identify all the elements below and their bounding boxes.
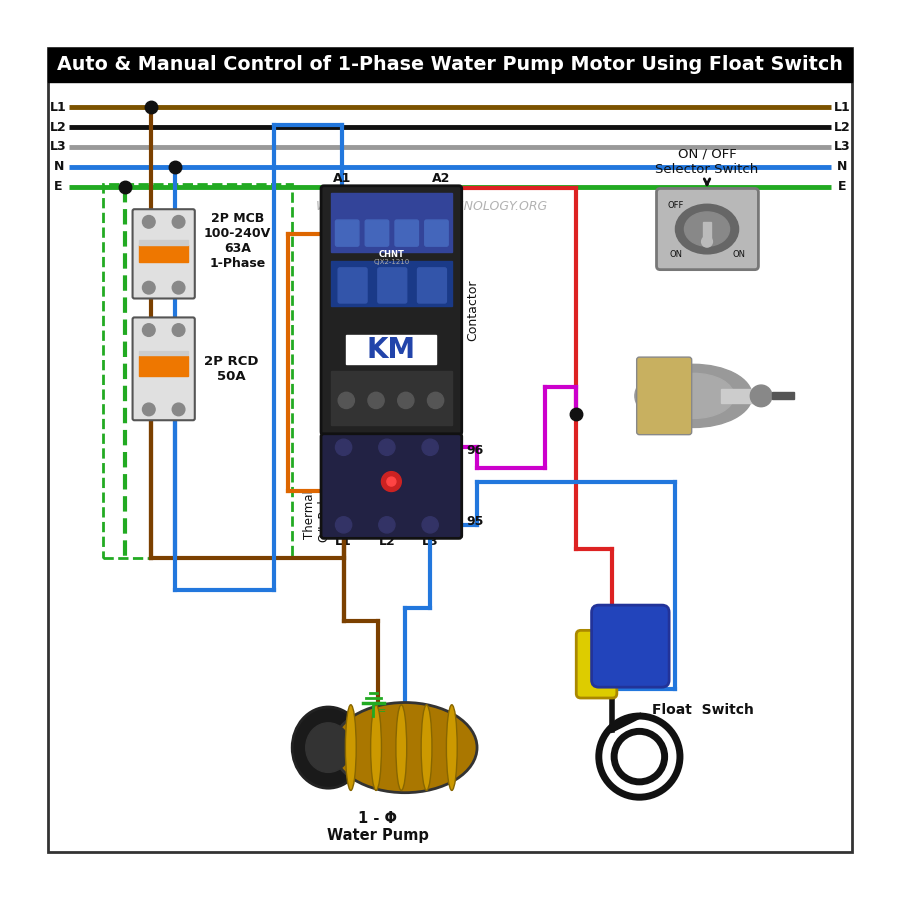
Text: KM: KM (367, 336, 416, 364)
Bar (331, 261, 452, 306)
Text: OFF: OFF (667, 201, 684, 210)
FancyBboxPatch shape (576, 630, 616, 698)
Text: ON: ON (669, 250, 682, 259)
Text: Contactor: Contactor (466, 280, 479, 341)
Circle shape (751, 385, 772, 407)
Text: L2: L2 (834, 121, 850, 134)
Circle shape (398, 392, 414, 409)
Text: 1 - Φ
Water Pump: 1 - Φ Water Pump (327, 811, 428, 843)
Circle shape (379, 439, 395, 455)
Circle shape (382, 472, 401, 491)
Ellipse shape (292, 707, 364, 788)
Circle shape (422, 517, 438, 533)
Ellipse shape (634, 364, 752, 427)
Ellipse shape (652, 374, 734, 419)
FancyBboxPatch shape (656, 188, 759, 270)
Text: L3: L3 (422, 535, 438, 548)
Ellipse shape (421, 705, 432, 790)
FancyBboxPatch shape (321, 185, 462, 435)
Text: N: N (837, 160, 848, 174)
Circle shape (142, 282, 155, 294)
Ellipse shape (676, 204, 739, 254)
Text: A1: A1 (333, 172, 351, 184)
Ellipse shape (371, 705, 382, 790)
Bar (772, 392, 795, 400)
Ellipse shape (685, 212, 730, 247)
Text: E: E (54, 180, 63, 194)
FancyBboxPatch shape (365, 220, 389, 247)
FancyBboxPatch shape (338, 268, 367, 303)
FancyBboxPatch shape (418, 268, 446, 303)
Circle shape (172, 215, 184, 229)
Text: L3: L3 (50, 140, 67, 154)
Text: Thermal
O/L Relay: Thermal O/L Relay (302, 486, 330, 542)
Text: 2P RCD
50A: 2P RCD 50A (203, 355, 258, 382)
Text: L1: L1 (834, 101, 850, 113)
Bar (139, 240, 188, 246)
Text: ON / OFF
Selector Switch: ON / OFF Selector Switch (655, 148, 759, 176)
Bar (346, 336, 436, 364)
Circle shape (142, 215, 155, 229)
Text: 95: 95 (466, 516, 483, 528)
Text: 96: 96 (466, 444, 483, 456)
Text: L2: L2 (50, 121, 67, 134)
Bar (331, 371, 452, 425)
Circle shape (142, 403, 155, 416)
Circle shape (172, 403, 184, 416)
Text: 2P MCB
100-240V
63A
1-Phase: 2P MCB 100-240V 63A 1-Phase (203, 212, 271, 270)
Bar (721, 389, 761, 403)
FancyBboxPatch shape (132, 318, 194, 420)
Bar (139, 351, 188, 356)
Circle shape (428, 392, 444, 409)
Text: N: N (53, 160, 64, 174)
Bar (331, 193, 452, 252)
Circle shape (336, 439, 352, 455)
FancyBboxPatch shape (395, 220, 419, 247)
Text: =: = (378, 706, 386, 716)
FancyBboxPatch shape (378, 268, 407, 303)
Bar (704, 221, 711, 242)
Ellipse shape (396, 705, 407, 790)
FancyBboxPatch shape (321, 434, 462, 538)
Circle shape (172, 282, 184, 294)
Text: WWW.ELECTRICALTECHNOLOGY.ORG: WWW.ELECTRICALTECHNOLOGY.ORG (316, 200, 548, 213)
Bar (139, 246, 188, 262)
Circle shape (702, 237, 713, 248)
FancyBboxPatch shape (132, 209, 194, 299)
Ellipse shape (346, 705, 356, 790)
Text: ON: ON (733, 250, 746, 259)
Circle shape (336, 517, 352, 533)
Text: L1: L1 (335, 535, 352, 548)
Text: Auto & Manual Control of 1-Phase Water Pump Motor Using Float Switch: Auto & Manual Control of 1-Phase Water P… (57, 56, 843, 75)
Circle shape (422, 439, 438, 455)
Ellipse shape (306, 723, 351, 772)
Bar (139, 356, 188, 376)
FancyBboxPatch shape (591, 605, 669, 688)
Text: CHNT: CHNT (378, 250, 404, 259)
Circle shape (338, 392, 355, 409)
Bar (103, 184, 292, 558)
FancyBboxPatch shape (425, 220, 448, 247)
Circle shape (379, 517, 395, 533)
Bar (48, 48, 852, 82)
Text: CJX2-1210: CJX2-1210 (374, 259, 410, 266)
Ellipse shape (446, 705, 457, 790)
Ellipse shape (333, 703, 477, 793)
Circle shape (172, 324, 184, 337)
Text: E: E (838, 180, 847, 194)
Text: L3: L3 (834, 140, 850, 154)
Text: L2: L2 (379, 535, 395, 548)
Text: Float  Switch: Float Switch (652, 703, 753, 716)
Circle shape (387, 477, 396, 486)
FancyBboxPatch shape (336, 220, 359, 247)
Text: L1: L1 (50, 101, 67, 113)
Text: A2: A2 (432, 172, 450, 184)
Circle shape (368, 392, 384, 409)
FancyBboxPatch shape (636, 357, 692, 435)
Circle shape (142, 324, 155, 337)
